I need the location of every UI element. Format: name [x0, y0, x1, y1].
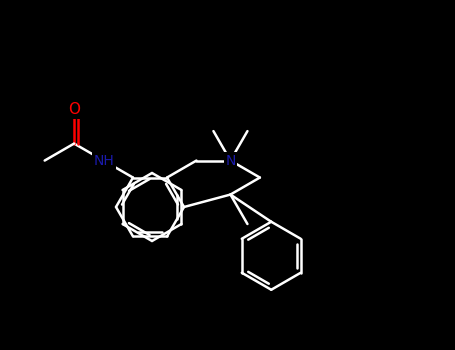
Text: O: O [68, 102, 80, 117]
Text: N: N [225, 154, 236, 168]
Text: NH: NH [93, 154, 114, 168]
